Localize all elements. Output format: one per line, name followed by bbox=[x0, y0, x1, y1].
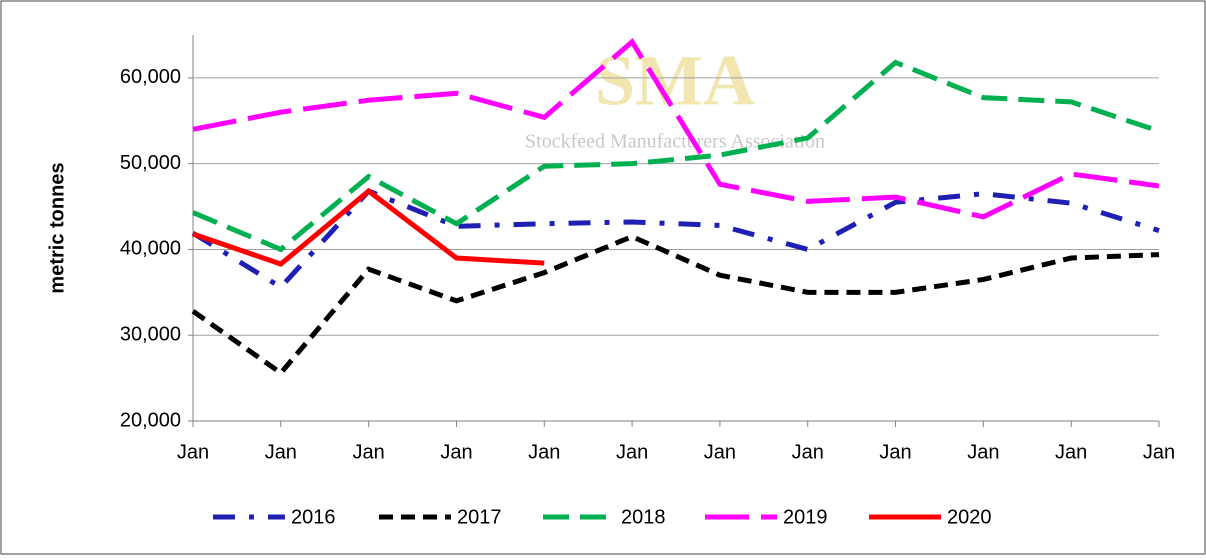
x-tick-label: Jan bbox=[1143, 441, 1175, 463]
y-tick-label: 40,000 bbox=[120, 238, 181, 260]
x-tick-label: Jan bbox=[265, 441, 297, 463]
series-line bbox=[192, 187, 545, 267]
watermark-text: Stockfeed Manufacturers Association bbox=[525, 131, 825, 153]
x-tick-label: Jan bbox=[440, 441, 472, 463]
x-tick-label: Jan bbox=[1055, 441, 1087, 463]
x-tick-label: Jan bbox=[528, 441, 560, 463]
series-line bbox=[191, 233, 1160, 377]
legend-label: 2018 bbox=[621, 506, 666, 528]
series-line bbox=[191, 188, 1160, 291]
legend-label: 2017 bbox=[457, 506, 502, 528]
y-tick-label: 50,000 bbox=[120, 152, 181, 174]
series-line bbox=[192, 38, 1160, 220]
x-tick-label: Jan bbox=[177, 441, 209, 463]
series-line bbox=[192, 59, 1160, 253]
legend-label: 2019 bbox=[783, 506, 828, 528]
y-tick-label: 20,000 bbox=[120, 409, 181, 431]
y-axis-label: metric tonnes bbox=[46, 162, 68, 293]
x-tick-label: Jan bbox=[704, 441, 736, 463]
x-tick-label: Jan bbox=[792, 441, 824, 463]
x-tick-label: Jan bbox=[967, 441, 999, 463]
x-tick-label: Jan bbox=[879, 441, 911, 463]
y-tick-label: 30,000 bbox=[120, 324, 181, 346]
legend-label: 2016 bbox=[291, 506, 336, 528]
x-tick-label: Jan bbox=[616, 441, 648, 463]
x-tick-label: Jan bbox=[353, 441, 385, 463]
legend-label: 2020 bbox=[947, 506, 992, 528]
y-tick-label: 60,000 bbox=[120, 66, 181, 88]
